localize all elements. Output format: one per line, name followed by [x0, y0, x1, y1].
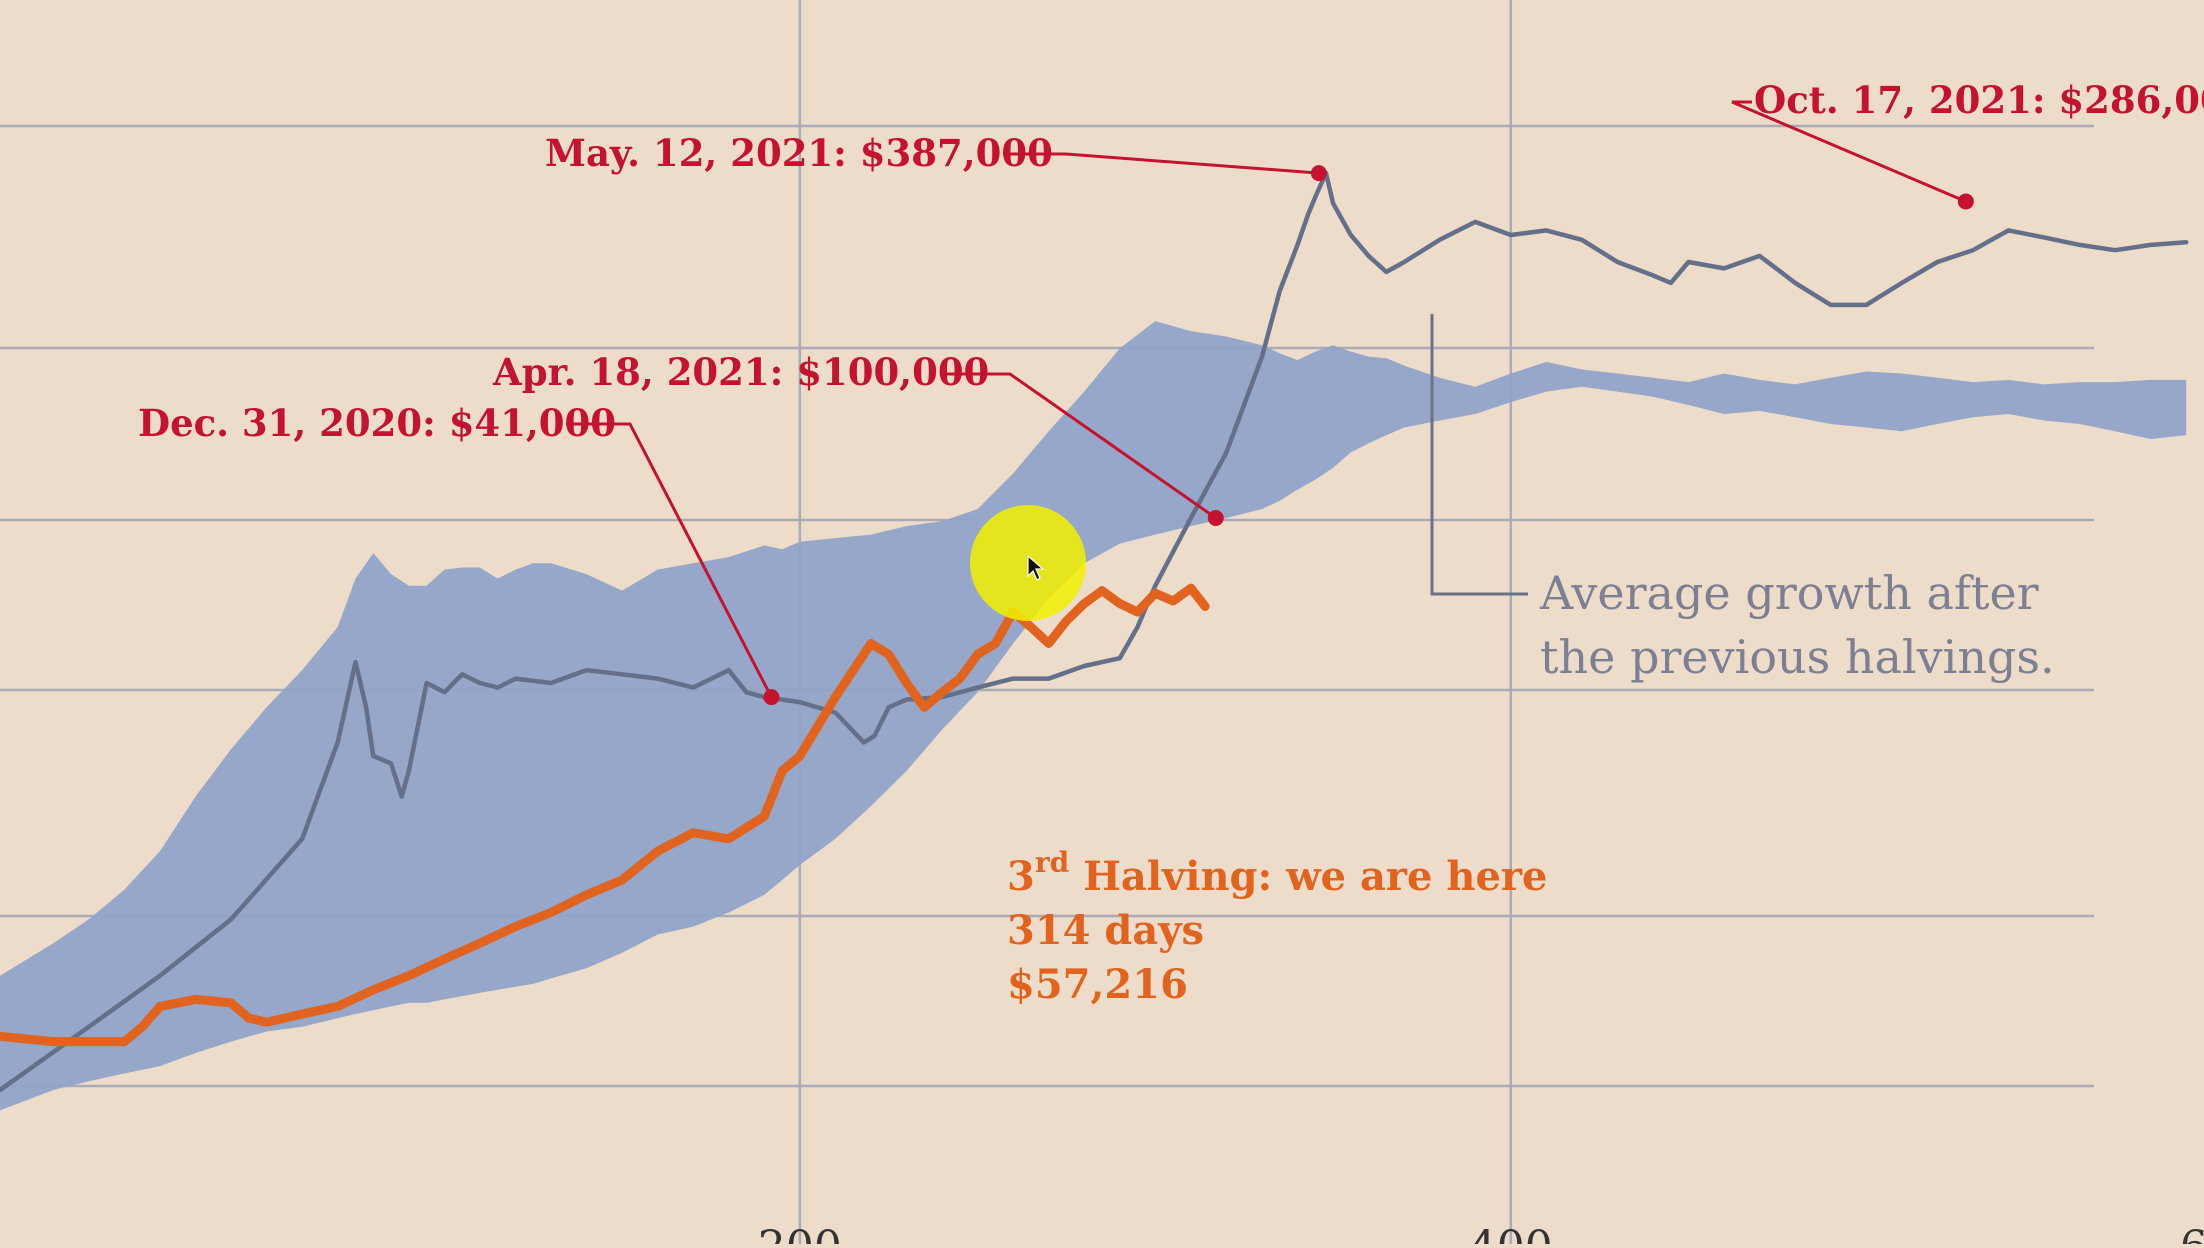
halving-note-line1: 3rd Halving: we are here [1007, 846, 1547, 900]
annotation-point-dec [763, 689, 780, 706]
average-growth-pointer [1430, 314, 1528, 596]
average-series-line [0, 170, 2189, 1093]
annotation-label-oct: Oct. 17, 2021: $286,000 [1754, 78, 2204, 122]
average-growth-label-line2: the previous halvings. [1540, 630, 2055, 684]
annotation-label-may: May. 12, 2021: $387,000 [545, 131, 1053, 175]
annotation-point-apr [1207, 510, 1224, 526]
annotation-leader-oct [1731, 100, 1967, 203]
annotation-leader-may [1003, 152, 1319, 175]
annotation-label-dec: Dec. 31, 2020: $41,000 [138, 401, 616, 445]
x-tick-label-600: 600 [2180, 1222, 2204, 1244]
cursor-highlight [970, 505, 1086, 621]
x-tick-label-200: 200 [758, 1222, 842, 1244]
annotation-leader-apr [946, 372, 1217, 520]
annotation-leader-dec [566, 422, 773, 698]
current-series-line [0, 583, 1210, 1047]
halving-note-price: $57,216 [1007, 961, 1188, 1008]
annotations: Dec. 31, 2020: $41,000 Apr. 18, 2021: $10… [138, 78, 2204, 706]
x-tick-label-400: 400 [1469, 1222, 1553, 1244]
average-growth-label-line1: Average growth after [1539, 566, 2039, 620]
annotation-label-apr: Apr. 18, 2021: $100,000 [492, 350, 989, 394]
halving-note-days: 314 days [1007, 907, 1204, 954]
annotation-point-oct [1957, 193, 1974, 210]
series-lines [0, 170, 2189, 1093]
mouse-pointer-icon [1027, 554, 1045, 581]
annotation-point-may [1310, 165, 1327, 182]
